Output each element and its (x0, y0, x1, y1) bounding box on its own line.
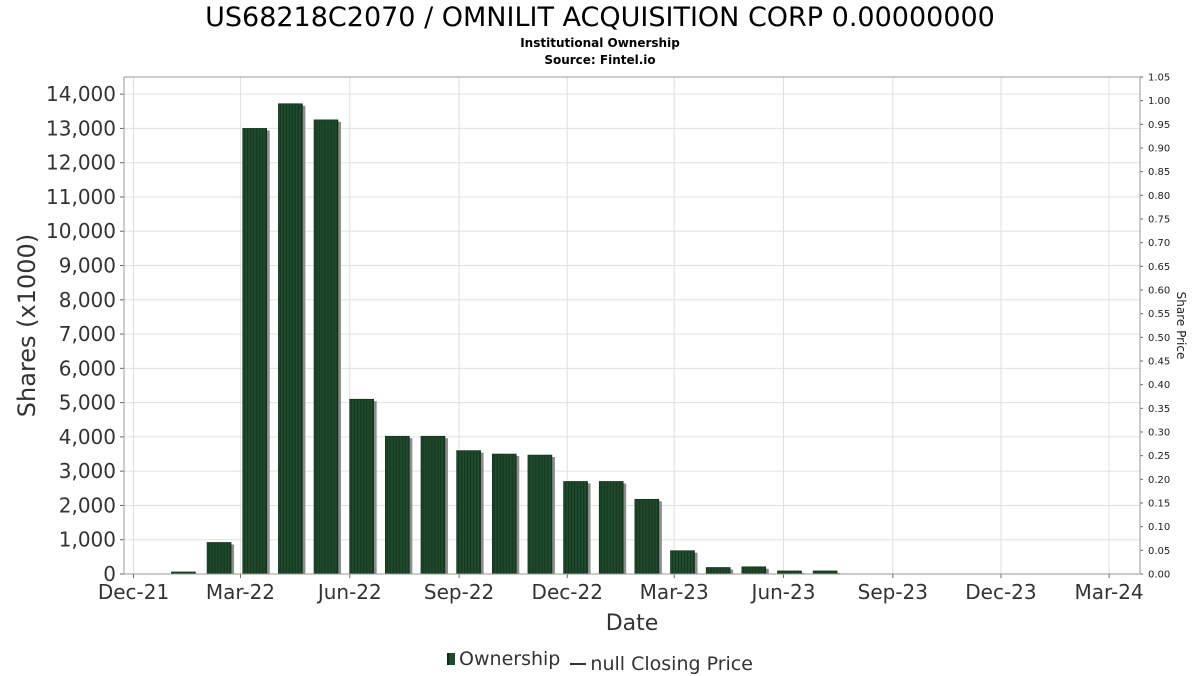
y-tick-label: 13,000 (46, 116, 116, 140)
y-axis-label: Shares (x1000) (13, 234, 41, 417)
y-tick-label: 7,000 (59, 322, 116, 346)
y2-tick-label: 0.00 (1148, 570, 1170, 581)
y2-tick-label: 0.15 (1148, 499, 1170, 510)
x-tick-label: Dec-22 (532, 580, 603, 604)
y-tick-label: 12,000 (46, 151, 116, 175)
y2-tick-label: 0.40 (1148, 380, 1170, 391)
x-tick-label: Sep-22 (424, 580, 494, 604)
chart-legend: Ownership null Closing Price (0, 647, 1200, 676)
x-tick-label: Jun-23 (750, 580, 816, 604)
y-tick-label: 4,000 (59, 425, 116, 449)
legend-price-label: null Closing Price (590, 652, 753, 676)
y2-tick-label: 0.30 (1148, 428, 1170, 439)
y2-axis-label: Share Price (1174, 292, 1188, 360)
y2-tick-label: 0.45 (1148, 357, 1170, 368)
legend-ownership-label: Ownership (459, 647, 560, 671)
y2-tick-label: 0.50 (1148, 333, 1170, 344)
legend-price-line (570, 663, 586, 665)
legend-price[interactable]: null Closing Price (566, 652, 753, 676)
y-tick-label: 5,000 (59, 391, 116, 415)
y2-tick-label: 0.35 (1148, 404, 1170, 415)
x-tick-label: Dec-23 (965, 580, 1036, 604)
y-tick-label: 1,000 (59, 528, 116, 552)
y2-tick-label: 0.25 (1148, 451, 1170, 462)
y2-tick-label: 0.80 (1148, 191, 1170, 202)
y-tick-label: 8,000 (59, 288, 116, 312)
y-tick-label: 10,000 (46, 219, 116, 243)
x-axis-label: Date (606, 611, 659, 636)
y-tick-label: 11,000 (46, 185, 116, 209)
x-tick-label: Jun-22 (316, 580, 382, 604)
y2-tick-label: 0.85 (1148, 167, 1170, 178)
x-tick-label: Dec-21 (98, 580, 169, 604)
y-tick-label: 14,000 (46, 82, 116, 106)
legend-ownership-swatch (447, 653, 455, 665)
y2-tick-label: 1.00 (1148, 96, 1170, 107)
x-tick-label: Mar-23 (640, 580, 709, 604)
x-tick-label: Sep-23 (858, 580, 928, 604)
y2-tick-label: 0.65 (1148, 262, 1170, 273)
y-tick-label: 6,000 (59, 356, 116, 380)
y2-tick-label: 0.10 (1148, 522, 1170, 533)
y2-tick-label: 0.75 (1148, 215, 1170, 226)
plot-area (124, 77, 1140, 574)
y-tick-label: 2,000 (59, 493, 116, 517)
y2-tick-label: 0.60 (1148, 286, 1170, 297)
legend-ownership[interactable]: Ownership (447, 647, 560, 671)
x-tick-label: Mar-22 (206, 580, 275, 604)
y2-tick-label: 0.90 (1148, 144, 1170, 155)
y2-tick-label: 0.20 (1148, 475, 1170, 486)
x-tick-label: Mar-24 (1075, 580, 1144, 604)
y-tick-label: 9,000 (59, 254, 116, 278)
y2-tick-label: 1.05 (1148, 73, 1170, 84)
y2-tick-label: 0.05 (1148, 546, 1170, 557)
y2-tick-label: 0.95 (1148, 120, 1170, 131)
y2-tick-label: 0.70 (1148, 238, 1170, 249)
y-tick-label: 3,000 (59, 459, 116, 483)
y2-tick-label: 0.55 (1148, 309, 1170, 320)
